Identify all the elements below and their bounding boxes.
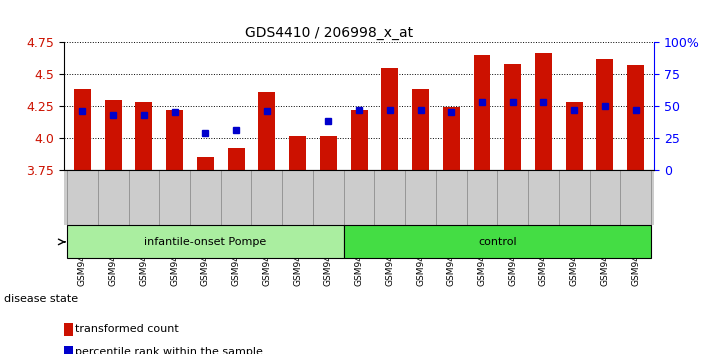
Text: disease state: disease state (4, 294, 77, 304)
Title: GDS4410 / 206998_x_at: GDS4410 / 206998_x_at (245, 26, 414, 40)
Bar (258, 92, 275, 170)
Bar (166, 110, 183, 170)
Text: transformed count: transformed count (75, 324, 178, 334)
Bar (105, 99, 122, 170)
Bar (228, 148, 245, 170)
Bar (566, 102, 582, 170)
Text: control: control (478, 237, 517, 247)
Text: percentile rank within the sample: percentile rank within the sample (75, 347, 262, 354)
Bar (197, 157, 214, 170)
Bar (381, 68, 398, 170)
Bar (597, 59, 614, 170)
Bar (136, 102, 152, 170)
Bar (320, 137, 337, 170)
Bar (351, 110, 368, 170)
Bar (289, 137, 306, 170)
Bar (412, 90, 429, 170)
Bar (535, 53, 552, 170)
Bar (443, 107, 460, 170)
Bar (67, 225, 343, 258)
Bar (474, 55, 491, 170)
Text: infantile-onset Pompe: infantile-onset Pompe (144, 237, 267, 247)
Bar (74, 90, 91, 170)
Bar (504, 64, 521, 170)
Bar (343, 225, 651, 258)
Bar (627, 65, 644, 170)
